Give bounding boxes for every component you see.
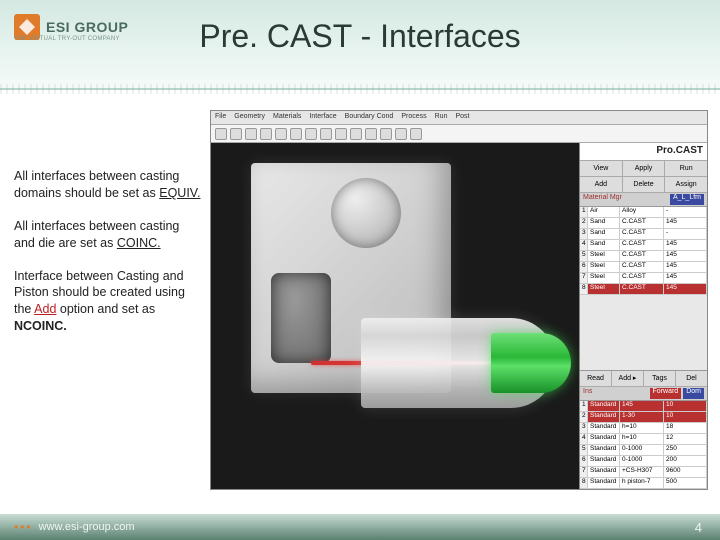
toolbar-icon[interactable]: [305, 128, 317, 140]
toolbar-icon[interactable]: [215, 128, 227, 140]
menu-item[interactable]: Process: [401, 113, 426, 122]
menu-item[interactable]: Interface: [309, 113, 336, 122]
app-brand: Pro.CAST: [580, 143, 707, 161]
panel-button-row[interactable]: ReadAdd ▸TagsDel: [580, 371, 707, 387]
toolbar-icon[interactable]: [260, 128, 272, 140]
table-row[interactable]: 1Standard14510: [580, 401, 707, 412]
footer-url: www.esi-group.com: [39, 521, 135, 533]
table-row[interactable]: 3SandC.CAST-: [580, 229, 707, 240]
toolbar-icon[interactable]: [380, 128, 392, 140]
paragraph-3: Interface between Casting and Piston sho…: [14, 268, 202, 336]
table-row[interactable]: 2SandC.CAST145: [580, 218, 707, 229]
menu-item[interactable]: File: [215, 113, 226, 122]
material-panel-header: Material Mgr A_L_Lfm: [580, 193, 707, 207]
interface-table[interactable]: 1Standard145102Standard1-30103Standardh=…: [580, 401, 707, 489]
page-number: 4: [695, 520, 702, 535]
menu-item[interactable]: Post: [455, 113, 469, 122]
panel-button[interactable]: Tags: [644, 371, 676, 386]
table-row[interactable]: 3Standardh=1018: [580, 423, 707, 434]
panel-button-row[interactable]: AddDeleteAssign: [580, 177, 707, 193]
panel-button-row[interactable]: ViewApplyRun: [580, 161, 707, 177]
body-text: All interfaces between casting domains s…: [14, 168, 202, 351]
toolbar-icon[interactable]: [395, 128, 407, 140]
side-panel: Pro.CAST ViewApplyRun AddDeleteAssign Ma…: [579, 143, 707, 489]
panel-button[interactable]: Add ▸: [612, 371, 644, 386]
material-table[interactable]: 1AirAlloy-2SandC.CAST1453SandC.CAST-4San…: [580, 207, 707, 295]
panel-button[interactable]: Assign: [665, 177, 707, 192]
piston: [491, 333, 571, 393]
toolbar-icon[interactable]: [245, 128, 257, 140]
toolbar-icon[interactable]: [335, 128, 347, 140]
panel-button[interactable]: View: [580, 161, 623, 176]
menu-item[interactable]: Geometry: [234, 113, 265, 122]
toolbar-icon[interactable]: [350, 128, 362, 140]
toolbar-icon[interactable]: [320, 128, 332, 140]
table-row[interactable]: 4SandC.CAST145: [580, 240, 707, 251]
menu-item[interactable]: Materials: [273, 113, 301, 122]
interface-panel-header: Ins Forward Dom: [580, 387, 707, 401]
app-menubar[interactable]: File Geometry Materials Interface Boundary C…: [211, 111, 707, 125]
slide-footer: ••• www.esi-group.com 4: [0, 514, 720, 540]
panel-button[interactable]: Delete: [623, 177, 666, 192]
paragraph-2: All interfaces between casting and die a…: [14, 218, 202, 252]
app-screenshot: File Geometry Materials Interface Boundary C…: [210, 110, 708, 490]
table-row[interactable]: 6SteelC.CAST145: [580, 262, 707, 273]
table-row[interactable]: 4Standardh=1012: [580, 434, 707, 445]
panel-button[interactable]: Apply: [623, 161, 666, 176]
table-row[interactable]: 1AirAlloy-: [580, 207, 707, 218]
menu-item[interactable]: Boundary Cond: [345, 113, 394, 122]
table-row[interactable]: 8SteelC.CAST145: [580, 284, 707, 295]
table-row[interactable]: 7Standard+CS-H3079600: [580, 467, 707, 478]
viewport-3d[interactable]: [211, 143, 579, 489]
slide-title: Pre. CAST - Interfaces: [0, 18, 720, 55]
panel-button[interactable]: Read: [580, 371, 612, 386]
die-cavity: [271, 273, 331, 363]
table-row[interactable]: 2Standard1-3010: [580, 412, 707, 423]
toolbar-icon[interactable]: [410, 128, 422, 140]
table-row[interactable]: 8Standardh piston-7500: [580, 478, 707, 489]
die-port: [331, 178, 401, 248]
toolbar-icon[interactable]: [290, 128, 302, 140]
paragraph-1: All interfaces between casting domains s…: [14, 168, 202, 202]
panel-button[interactable]: Run: [665, 161, 707, 176]
menu-item[interactable]: Run: [435, 113, 448, 122]
toolbar-icon[interactable]: [230, 128, 242, 140]
panel-button[interactable]: Del: [676, 371, 707, 386]
panel-button[interactable]: Add: [580, 177, 623, 192]
table-row[interactable]: 5SteelC.CAST145: [580, 251, 707, 262]
table-row[interactable]: 6Standard0-1000200: [580, 456, 707, 467]
app-toolbar[interactable]: [211, 125, 707, 143]
footer-dots-icon: •••: [14, 520, 33, 534]
toolbar-icon[interactable]: [365, 128, 377, 140]
table-row[interactable]: 5Standard0-1000250: [580, 445, 707, 456]
table-row[interactable]: 7SteelC.CAST145: [580, 273, 707, 284]
toolbar-icon[interactable]: [275, 128, 287, 140]
